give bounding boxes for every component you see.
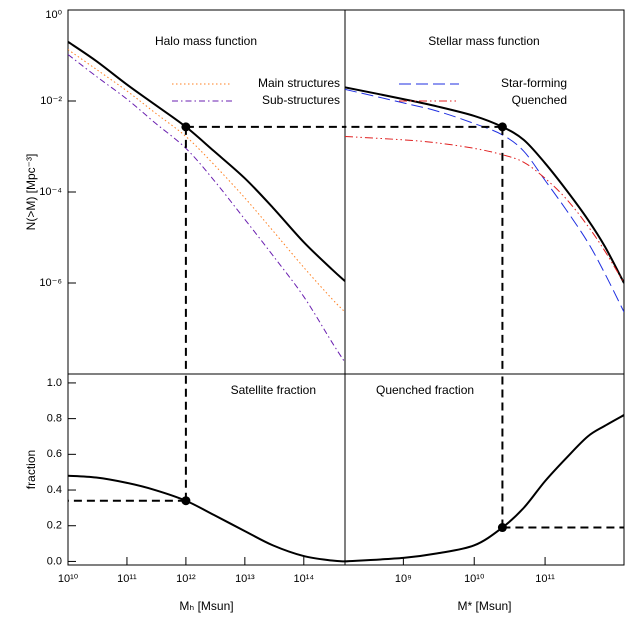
legend-label: Main structures: [258, 76, 340, 90]
x-tick-label: 10¹⁰: [58, 573, 79, 585]
marker-point: [181, 496, 191, 506]
x-tick-label: 10¹¹: [535, 573, 555, 585]
y-tick-label: 0.6: [47, 448, 62, 460]
y-tick-label: 10⁰: [45, 9, 62, 21]
x-tick-label: 10¹²: [176, 573, 196, 585]
y-tick-label: 10⁻²: [40, 95, 62, 107]
x-axis-label: Mₕ [Msun]: [179, 599, 233, 613]
y-axis-label: N(>M) [Mpc⁻³]: [24, 154, 38, 231]
curve: [68, 54, 345, 363]
panel-title: Stellar mass function: [428, 34, 539, 48]
curve: [345, 135, 624, 284]
y-tick-label: 0.2: [47, 520, 62, 532]
curve: [345, 86, 624, 284]
y-tick-label: 10⁻⁴: [39, 186, 62, 198]
y-tick-label: 0.0: [47, 555, 62, 567]
y-tick-label: 0.4: [47, 484, 62, 496]
y-tick-label: 0.8: [47, 413, 62, 425]
x-axis-label: M* [Msun]: [457, 599, 511, 613]
legend-label: Sub-structures: [262, 93, 340, 107]
plot-area: [345, 86, 624, 313]
x-tick-label: 10¹⁰: [464, 573, 485, 585]
curve: [345, 414, 624, 563]
panel-frame: [67, 373, 346, 566]
marker-point: [497, 523, 507, 533]
plot-area: [345, 414, 624, 563]
x-tick-label: 10¹³: [235, 573, 255, 585]
curve: [68, 40, 345, 282]
curve: [68, 474, 345, 563]
marker-point: [181, 122, 191, 132]
panel-frame: [344, 373, 625, 566]
x-tick-label: 10¹⁴: [293, 573, 314, 585]
marker-point: [497, 122, 507, 132]
panel-title: Satellite fraction: [231, 383, 316, 397]
x-tick-label: 10¹¹: [117, 573, 137, 585]
x-tick-label: 10⁹: [395, 573, 412, 585]
legend-label: Quenched: [512, 93, 567, 107]
plot-area: [68, 474, 345, 563]
panel-frame: [67, 9, 346, 375]
panel-frame: [344, 9, 625, 375]
curve: [345, 88, 624, 313]
y-tick-label: 1.0: [47, 377, 62, 389]
panel-title: Halo mass function: [155, 34, 257, 48]
legend-label: Star-forming: [501, 76, 567, 90]
y-tick-label: 10⁻⁶: [39, 277, 62, 289]
plot-area: [68, 40, 345, 363]
panel-title: Quenched fraction: [376, 383, 474, 397]
y-axis-label: fraction: [24, 450, 38, 489]
curve: [68, 49, 345, 313]
